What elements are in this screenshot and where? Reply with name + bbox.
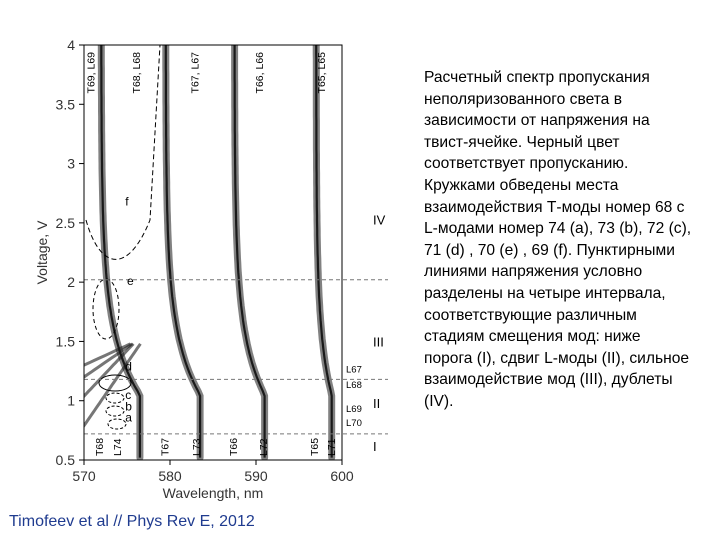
line-label: L68 bbox=[346, 380, 362, 391]
line-label: L70 bbox=[346, 418, 362, 429]
bottom-mode-label: L72 bbox=[258, 438, 270, 456]
y-tick-label: 3 bbox=[67, 156, 75, 172]
band-core-T68 bbox=[100, 45, 141, 458]
axes bbox=[79, 44, 388, 465]
top-mode-label: T65, L65 bbox=[316, 52, 328, 94]
interval-label: III bbox=[373, 334, 384, 349]
bottom-mode-label: T67 bbox=[159, 438, 171, 456]
mode-bands bbox=[84, 45, 336, 460]
circle-label: f bbox=[125, 195, 129, 209]
band-core-T67 bbox=[164, 45, 202, 458]
band-core-T66 bbox=[233, 45, 266, 458]
line-label: L67 bbox=[346, 365, 362, 376]
circle-a bbox=[107, 418, 127, 430]
interval-label: II bbox=[373, 396, 380, 411]
bottom-mode-label: L73 bbox=[191, 438, 203, 456]
figure-caption: Расчетный спектр пропускания неполяризов… bbox=[424, 69, 692, 410]
top-mode-label: T69, L69 bbox=[85, 52, 97, 94]
bottom-mode-label: T68 bbox=[94, 438, 106, 456]
top-mode-label: T68, L68 bbox=[131, 52, 143, 94]
y-tick-label: 1 bbox=[67, 393, 75, 409]
x-tick-label: 580 bbox=[158, 468, 182, 484]
interval-label: IV bbox=[373, 212, 386, 227]
top-mode-label: T66, L66 bbox=[254, 52, 266, 94]
line-L67 bbox=[84, 342, 142, 429]
y-axis-label: Voltage, V bbox=[34, 220, 50, 284]
bottom-mode-label: L71 bbox=[326, 438, 338, 456]
y-tick-label: 0.5 bbox=[56, 452, 76, 468]
bottom-mode-label: T66 bbox=[228, 438, 240, 456]
citation-link[interactable]: Timofeev et al // Phys Rev E, 2012 bbox=[9, 513, 255, 530]
top-mode-label: T67, L67 bbox=[189, 52, 201, 94]
circle-b bbox=[105, 405, 125, 417]
y-tick-label: 2.5 bbox=[56, 215, 76, 231]
y-tick-label: 2 bbox=[67, 274, 75, 290]
y-tick-label: 4 bbox=[67, 37, 75, 53]
circle-label: c bbox=[125, 388, 131, 402]
circle-label: e bbox=[127, 274, 134, 288]
plot-background bbox=[84, 45, 342, 460]
spectrum-figure: 570 580 590 600 0.5 1 1.5 2 2.5 3 3.5 4 Wavelength, … bbox=[34, 37, 388, 501]
x-axis-label: Wavelength, nm bbox=[163, 485, 264, 501]
bottom-mode-label: T65 bbox=[309, 438, 321, 456]
circle-label: b bbox=[125, 400, 132, 414]
y-tick-label: 1.5 bbox=[56, 333, 76, 349]
circle-label: a bbox=[125, 410, 132, 424]
x-tick-label: 590 bbox=[244, 468, 268, 484]
bottom-mode-label: L74 bbox=[112, 438, 124, 456]
band-core-T65 bbox=[315, 45, 333, 458]
y-tick-label: 3.5 bbox=[56, 96, 76, 112]
circle-label: d bbox=[125, 359, 132, 373]
x-tick-label: 600 bbox=[330, 468, 354, 484]
line-L70 bbox=[84, 342, 132, 367]
line-L69 bbox=[84, 342, 134, 379]
line-label: L69 bbox=[346, 404, 362, 415]
plot-overlays bbox=[85, 45, 161, 430]
plot-layer bbox=[84, 45, 342, 460]
circle-d bbox=[98, 374, 132, 392]
x-tick-label: 570 bbox=[72, 468, 96, 484]
interval-label: I bbox=[373, 439, 377, 454]
plot-frame bbox=[83, 44, 343, 461]
circle-e bbox=[92, 278, 120, 340]
circle-c bbox=[105, 392, 125, 404]
circle-f bbox=[85, 45, 161, 260]
line-L68 bbox=[84, 342, 135, 399]
chart-labels: 570 580 590 600 0.5 1 1.5 2 2.5 3 3.5 4 Wavelength, … bbox=[34, 37, 386, 501]
